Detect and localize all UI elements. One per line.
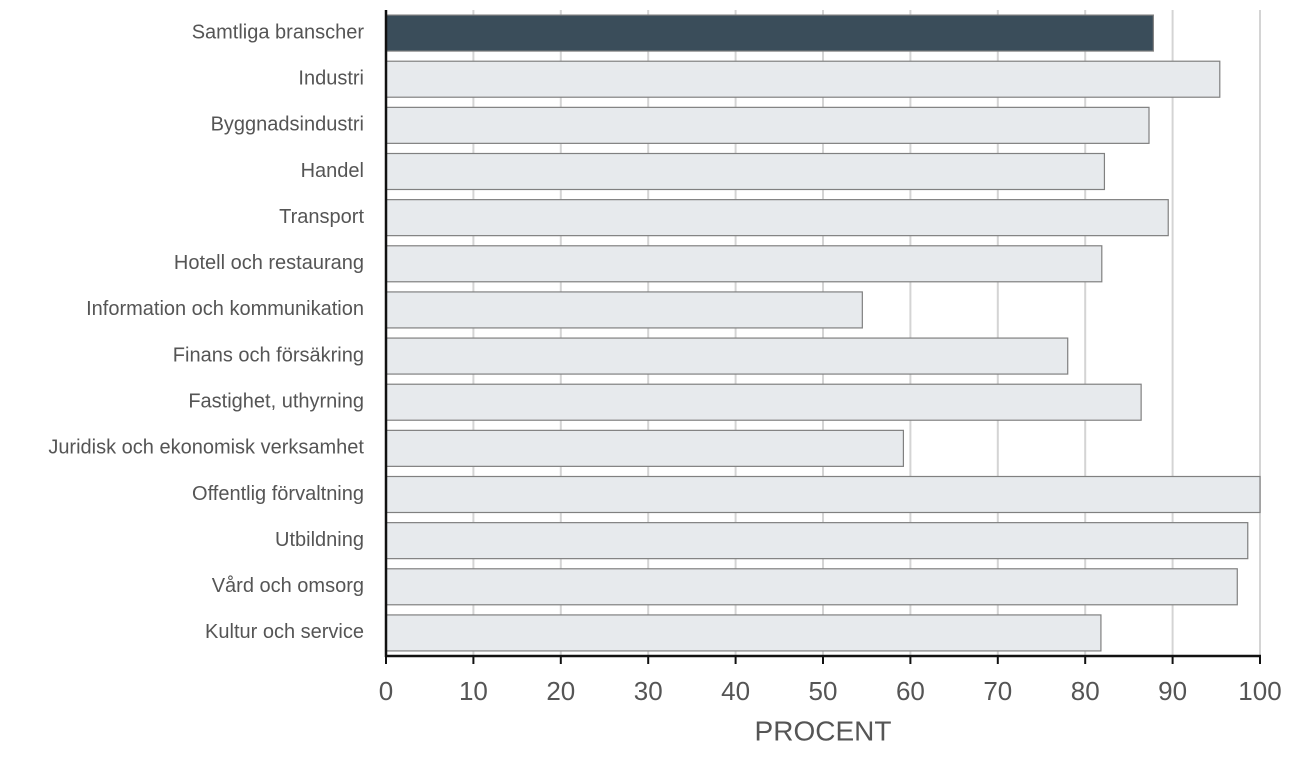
- x-tick-label: 30: [634, 676, 663, 706]
- bar: [385, 475, 1261, 514]
- x-tick-label: 0: [379, 676, 393, 706]
- x-tick-label: 40: [721, 676, 750, 706]
- bar: [385, 522, 1249, 560]
- bar: [385, 429, 905, 467]
- y-tick-label: Utbildning: [275, 529, 364, 551]
- y-tick-label: Transport: [279, 206, 364, 228]
- x-tick-label: 100: [1238, 676, 1281, 706]
- y-tick-label: Finans och försäkring: [173, 344, 364, 366]
- x-axis-label: PROCENT: [755, 715, 892, 746]
- x-tick-label: 50: [809, 676, 838, 706]
- bar: [385, 106, 1150, 144]
- x-tick-label: 80: [1071, 676, 1100, 706]
- y-tick-label: Samtliga branscher: [192, 21, 365, 43]
- bar: [385, 337, 1069, 375]
- bar: [385, 199, 1169, 237]
- bar: [385, 245, 1103, 283]
- y-tick-label: Kultur och service: [205, 621, 364, 643]
- y-tick-label: Industri: [298, 67, 364, 89]
- bar: [385, 152, 1106, 191]
- y-tick-label: Offentlig förvaltning: [192, 483, 364, 505]
- y-tick-label: Hotell och restaurang: [174, 252, 364, 274]
- bar: [385, 568, 1238, 606]
- y-tick-label: Fastighet, uthyrning: [188, 390, 364, 412]
- x-tick-label: 70: [983, 676, 1012, 706]
- x-tick-label: 90: [1158, 676, 1187, 706]
- y-tick-label: Byggnadsindustri: [211, 114, 364, 136]
- bar: [385, 614, 1102, 652]
- bar: [385, 291, 863, 329]
- y-tick-label: Vård och omsorg: [212, 575, 364, 597]
- y-tick-label: Information och kommunikation: [86, 298, 364, 320]
- y-tick-label: Handel: [301, 160, 364, 182]
- y-tick-label: Juridisk och ekonomisk verksamhet: [48, 437, 364, 459]
- bar: [385, 60, 1221, 98]
- x-tick-label: 20: [546, 676, 575, 706]
- bar: [385, 14, 1154, 52]
- x-tick-label: 10: [459, 676, 488, 706]
- x-tick-label: 60: [896, 676, 925, 706]
- bar: [385, 383, 1142, 421]
